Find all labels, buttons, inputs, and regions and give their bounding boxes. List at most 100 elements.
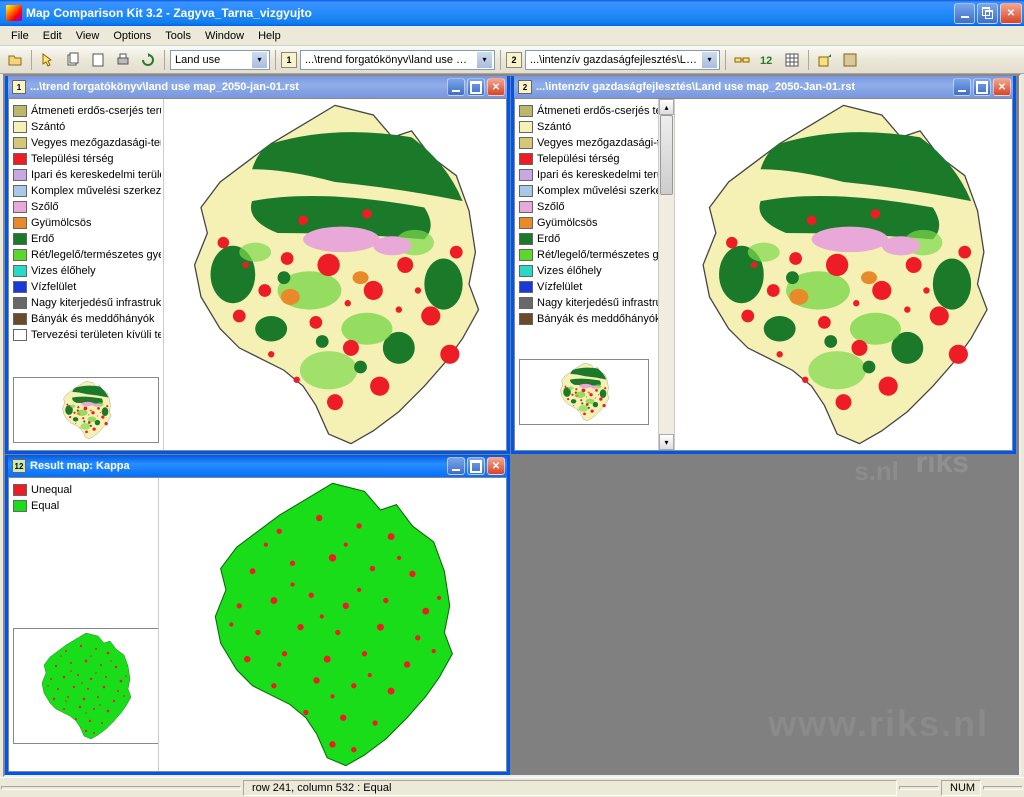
close-button[interactable] — [1000, 3, 1022, 24]
map2-dropdown[interactable]: ...\intenzív gazdaságfejlesztés\Land use… — [525, 50, 720, 70]
legend-swatch — [519, 185, 533, 197]
child-close-button[interactable] — [993, 78, 1011, 96]
legend-item[interactable]: Gyümölcsös — [11, 215, 161, 231]
legend-item[interactable]: Vegyes mezőgazdasági-termé — [517, 135, 672, 151]
legend-item[interactable]: Települési térség — [11, 151, 161, 167]
legend-item[interactable]: Rét/legelő/természetes gyep — [517, 247, 672, 263]
legend-swatch — [13, 281, 27, 293]
scroll-down-button[interactable]: ▾ — [659, 434, 674, 450]
child-minimize-button[interactable] — [447, 457, 465, 475]
legend-swatch — [519, 137, 533, 149]
child-titlebar-result[interactable]: 12 Result map: Kappa — [8, 455, 507, 477]
legend-scrollbar[interactable]: ▴ ▾ — [658, 99, 674, 450]
scroll-track[interactable] — [659, 115, 674, 434]
legend-item[interactable]: Ipari és kereskedelmi terület — [11, 167, 161, 183]
legend-item[interactable]: Unequal — [11, 482, 156, 498]
legend-item[interactable]: Vizes élőhely — [517, 263, 672, 279]
legend-item[interactable]: Szántó — [517, 119, 672, 135]
restore-button[interactable] — [977, 3, 998, 24]
legend-item[interactable]: Komplex művelési szerkezet — [11, 183, 161, 199]
legend-swatch — [13, 201, 27, 213]
legend-item[interactable]: Erdő — [11, 231, 161, 247]
dropdown-arrow-icon[interactable] — [702, 52, 717, 68]
legend-item[interactable]: Vízfelület — [517, 279, 672, 295]
legend-label: Nagy kiterjedésű infrastruktúr — [537, 297, 672, 309]
legend-item[interactable]: Tervezési területen kívüli terület — [11, 327, 161, 343]
child-maximize-button[interactable] — [467, 457, 485, 475]
child-maximize-button[interactable] — [973, 78, 991, 96]
child-title-map1: ...\trend forgatókönyv\land use map_2050… — [30, 81, 443, 93]
map-canvas-map1[interactable] — [164, 99, 506, 450]
legend-item[interactable]: Vegyes mezőgazdasági-természe — [11, 135, 161, 151]
minimize-button[interactable] — [954, 3, 975, 24]
map-canvas-result[interactable] — [159, 478, 506, 771]
legend-item[interactable]: Vizes élőhely — [11, 263, 161, 279]
legend-item[interactable]: Átmeneti erdős-cserjés terület — [517, 103, 672, 119]
table-icon[interactable] — [781, 49, 803, 71]
algorithm-dropdown[interactable]: Land use — [170, 50, 270, 70]
legend-item[interactable]: Equal — [11, 498, 156, 514]
child-close-button[interactable] — [487, 78, 505, 96]
legend-label: Erdő — [537, 233, 560, 245]
legend-item[interactable]: Szőlő — [11, 199, 161, 215]
scroll-up-button[interactable]: ▴ — [659, 99, 674, 115]
legend-item[interactable]: Gyümölcsös — [517, 215, 672, 231]
menu-item-tools[interactable]: Tools — [158, 28, 198, 44]
minimap-map1[interactable] — [13, 377, 159, 443]
copy-icon[interactable] — [62, 49, 84, 71]
legend-item[interactable]: Erdő — [517, 231, 672, 247]
minimap-map2[interactable] — [519, 359, 649, 425]
print-icon[interactable] — [112, 49, 134, 71]
page-icon[interactable] — [87, 49, 109, 71]
child-titlebar-map2[interactable]: 2 ...\intenzív gazdaságfejlesztés\Land u… — [514, 76, 1013, 98]
child-minimize-button[interactable] — [447, 78, 465, 96]
tool-arrow-icon[interactable] — [37, 49, 59, 71]
legend-item[interactable]: Bányák és meddőhányók — [11, 311, 161, 327]
legend-item[interactable]: Ipari és kereskedelmi terület — [517, 167, 672, 183]
compare-icon[interactable] — [731, 49, 753, 71]
menu-item-edit[interactable]: Edit — [36, 28, 69, 44]
minimap-canvas — [36, 631, 136, 741]
menu-item-window[interactable]: Window — [198, 28, 251, 44]
child-close-button[interactable] — [487, 457, 505, 475]
menu-item-file[interactable]: File — [4, 28, 36, 44]
menu-item-view[interactable]: View — [69, 28, 107, 44]
legend-item[interactable]: Rét/legelő/természetes gyep — [11, 247, 161, 263]
legend-item[interactable]: Nagy kiterjedésű infrastruktúra te — [11, 295, 161, 311]
minimap-result[interactable] — [13, 628, 159, 744]
legend-label: Vizes élőhely — [537, 265, 602, 277]
svg-text:12: 12 — [760, 55, 772, 67]
legend-item[interactable]: Átmeneti erdős-cserjés terület — [11, 103, 161, 119]
legend-swatch — [519, 153, 533, 165]
legend-item[interactable]: Bányák és meddőhányók — [517, 311, 672, 327]
legend-item[interactable]: Szántó — [11, 119, 161, 135]
toolbar-separator — [725, 50, 726, 70]
legend-item[interactable]: Vízfelület — [11, 279, 161, 295]
legend-swatch — [519, 297, 533, 309]
child-titlebar-map1[interactable]: 1 ...\trend forgatókönyv\land use map_20… — [8, 76, 507, 98]
settings-icon[interactable] — [839, 49, 861, 71]
legend-item[interactable]: Szőlő — [517, 199, 672, 215]
child-maximize-button[interactable] — [467, 78, 485, 96]
map1-dropdown[interactable]: ...\trend forgatókönyv\land use map_2050… — [300, 50, 495, 70]
child-minimize-button[interactable] — [953, 78, 971, 96]
legend-item[interactable]: Komplex művelési szerkezet — [517, 183, 672, 199]
legend-item[interactable]: Települési térség — [517, 151, 672, 167]
legend-swatch — [13, 169, 27, 181]
legend-swatch — [13, 313, 27, 325]
toolbar-separator — [275, 50, 276, 70]
export-icon[interactable] — [814, 49, 836, 71]
dropdown-arrow-icon[interactable] — [252, 52, 267, 68]
result12-icon[interactable]: 12 — [756, 49, 778, 71]
legend-label: Vegyes mezőgazdasági-természe — [31, 137, 161, 149]
dropdown-arrow-icon[interactable] — [477, 52, 492, 68]
legend-item[interactable]: Nagy kiterjedésű infrastruktúr — [517, 295, 672, 311]
scroll-thumb[interactable] — [660, 115, 673, 195]
refresh-icon[interactable] — [137, 49, 159, 71]
mdi-client-area: riks s.nl www.riks.nl 1 ...\trend forgat… — [3, 74, 1021, 777]
legend-swatch — [519, 169, 533, 181]
menu-item-help[interactable]: Help — [251, 28, 288, 44]
map-canvas-map2[interactable] — [675, 99, 1012, 450]
open-icon[interactable] — [4, 49, 26, 71]
menu-item-options[interactable]: Options — [106, 28, 158, 44]
